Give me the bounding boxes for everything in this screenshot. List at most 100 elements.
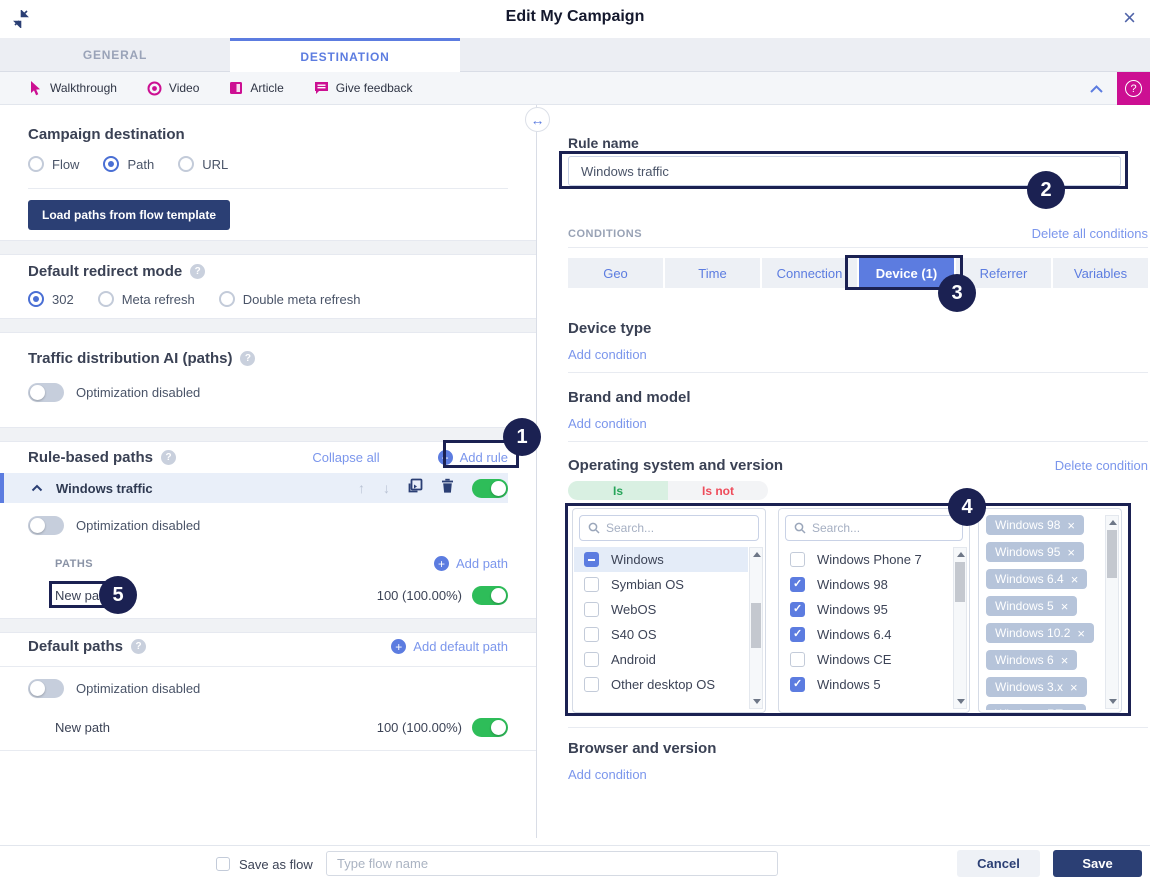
checkbox[interactable]	[584, 677, 599, 692]
brand-model-add-condition[interactable]: Add condition	[568, 416, 647, 431]
remove-tag-icon[interactable]: ×	[1060, 598, 1069, 614]
flow-name-input[interactable]	[326, 851, 778, 876]
os-row-android[interactable]: Android	[574, 647, 748, 672]
resize-handle-icon[interactable]: ↔	[525, 107, 550, 132]
checkbox[interactable]	[790, 677, 805, 692]
path-enabled-toggle[interactable]	[472, 718, 508, 737]
remove-tag-icon[interactable]: ×	[1077, 625, 1085, 641]
default-path-row[interactable]: New path 100 (100.00%)	[55, 718, 508, 737]
radio-url[interactable]: URL	[178, 156, 228, 172]
condition-tab-referrer[interactable]: Referrer	[956, 258, 1051, 288]
os-version-search[interactable]	[785, 515, 963, 541]
help-icon[interactable]: ?	[131, 639, 147, 654]
remove-tag-icon[interactable]: ×	[1070, 679, 1078, 695]
is-option[interactable]: Is	[568, 481, 668, 500]
checkbox[interactable]	[584, 577, 599, 592]
rule-optimization-toggle[interactable]	[28, 516, 64, 535]
radio-302-control[interactable]	[28, 291, 44, 307]
radio-url-control[interactable]	[178, 156, 195, 172]
remove-tag-icon[interactable]: ×	[1067, 544, 1075, 560]
radio-path[interactable]: Path	[103, 156, 154, 172]
version-row-win64[interactable]: Windows 6.4	[780, 622, 952, 647]
move-up-icon[interactable]: ↑	[358, 480, 365, 496]
radio-flow-control[interactable]	[28, 156, 44, 172]
radio-flow[interactable]: Flow	[28, 156, 79, 172]
optimization-toggle[interactable]	[28, 383, 64, 402]
condition-tab-time[interactable]: Time	[665, 258, 760, 288]
scrollbar[interactable]	[953, 547, 967, 709]
article-link[interactable]: Article	[229, 81, 284, 95]
radio-double-meta-refresh[interactable]: Double meta refresh	[218, 291, 360, 307]
help-icon[interactable]: ?	[240, 351, 256, 366]
remove-tag-icon[interactable]: ×	[1070, 571, 1079, 587]
give-feedback-link[interactable]: Give feedback	[314, 81, 412, 95]
save-as-flow-checkbox[interactable]	[216, 857, 230, 871]
checkbox[interactable]	[790, 602, 805, 617]
version-row-wince[interactable]: Windows CE	[780, 647, 952, 672]
cancel-button[interactable]: Cancel	[957, 850, 1040, 877]
device-type-add-condition[interactable]: Add condition	[568, 347, 647, 362]
condition-tab-connection[interactable]: Connection	[762, 258, 857, 288]
tab-general[interactable]: GENERAL	[82, 48, 148, 62]
remove-tag-icon[interactable]: ×	[1070, 708, 1078, 711]
add-path-link[interactable]: + Add path	[433, 556, 508, 571]
rule-row-windows-traffic[interactable]: Windows traffic ↑ ↓	[0, 473, 508, 503]
condition-tab-variables[interactable]: Variables	[1053, 258, 1148, 288]
remove-tag-icon[interactable]: ×	[1060, 652, 1069, 668]
default-optimization-toggle[interactable]	[28, 679, 64, 698]
checkbox[interactable]	[584, 552, 599, 567]
os-row-windows[interactable]: Windows	[574, 547, 748, 572]
delete-all-conditions-link[interactable]: Delete all conditions	[1031, 226, 1148, 241]
collapse-window-icon[interactable]	[12, 9, 30, 29]
add-default-path-link[interactable]: + Add default path	[391, 639, 508, 654]
checkbox[interactable]	[790, 652, 805, 667]
checkbox[interactable]	[790, 577, 805, 592]
move-down-icon[interactable]: ↓	[383, 480, 390, 496]
os-row-webos[interactable]: WebOS	[574, 597, 748, 622]
rule-path-row[interactable]: New path 100 (100.00%)	[55, 586, 508, 605]
save-button[interactable]: Save	[1053, 850, 1142, 877]
close-icon[interactable]: ×	[1123, 5, 1136, 30]
help-icon[interactable]: ?	[161, 450, 177, 465]
os-row-s40[interactable]: S40 OS	[574, 622, 748, 647]
add-rule-link[interactable]: + Add rule	[437, 450, 508, 465]
scrollbar[interactable]	[749, 547, 763, 709]
radio-meta-refresh[interactable]: Meta refresh	[97, 291, 195, 307]
checkbox[interactable]	[790, 627, 805, 642]
checkbox[interactable]	[584, 627, 599, 642]
walkthrough-link[interactable]: Walkthrough	[30, 80, 117, 96]
os-version-search-input[interactable]	[812, 521, 954, 535]
radio-meta-refresh-control[interactable]	[97, 291, 114, 307]
os-family-search-input[interactable]	[606, 521, 750, 535]
condition-tab-device[interactable]: Device (1)	[859, 258, 954, 288]
scrollbar[interactable]	[1105, 515, 1119, 709]
tab-destination[interactable]: DESTINATION	[230, 38, 460, 72]
chevron-up-icon[interactable]	[1089, 81, 1104, 99]
radio-double-meta-refresh-control[interactable]	[218, 291, 235, 307]
os-row-other-desktop[interactable]: Other desktop OS	[574, 672, 748, 697]
checkbox[interactable]	[584, 602, 599, 617]
collapse-all-link[interactable]: Collapse all	[312, 450, 380, 465]
checkbox[interactable]	[790, 552, 805, 567]
version-row-win98[interactable]: Windows 98	[780, 572, 952, 597]
rule-enabled-toggle[interactable]	[472, 478, 508, 498]
path-enabled-toggle[interactable]	[472, 586, 508, 605]
os-row-symbian[interactable]: Symbian OS	[574, 572, 748, 597]
video-link[interactable]: Video	[147, 81, 199, 96]
radio-path-control[interactable]	[103, 156, 120, 172]
radio-302[interactable]: 302	[28, 291, 74, 307]
is-not-option[interactable]: Is not	[668, 481, 768, 500]
checkbox[interactable]	[584, 652, 599, 667]
remove-tag-icon[interactable]: ×	[1067, 517, 1075, 533]
delete-condition-link[interactable]: Delete condition	[1054, 458, 1148, 473]
version-row-win95[interactable]: Windows 95	[780, 597, 952, 622]
delete-rule-icon[interactable]	[441, 478, 454, 498]
os-family-search[interactable]	[579, 515, 759, 541]
browser-add-condition[interactable]: Add condition	[568, 767, 647, 782]
version-row-win5[interactable]: Windows 5	[780, 672, 952, 697]
load-paths-button[interactable]: Load paths from flow template	[28, 200, 231, 230]
duplicate-icon[interactable]	[408, 478, 423, 498]
condition-tab-geo[interactable]: Geo	[568, 258, 663, 288]
rule-name-input[interactable]	[568, 156, 1121, 186]
version-row-wp7[interactable]: Windows Phone 7	[780, 547, 952, 572]
